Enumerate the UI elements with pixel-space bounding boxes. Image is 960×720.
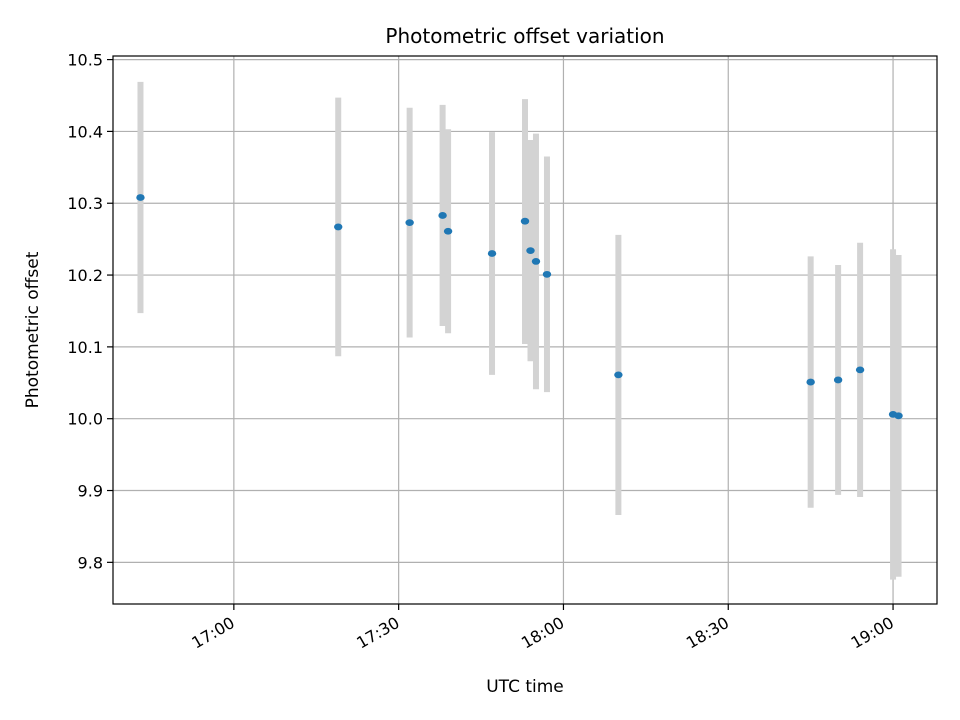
x-tick-label: 18:30 xyxy=(683,613,732,653)
data-point xyxy=(520,217,530,225)
data-point xyxy=(136,194,145,201)
y-tick-label: 10.0 xyxy=(67,410,103,429)
y-tick-label: 10.1 xyxy=(67,338,103,357)
x-axis-label: UTC time xyxy=(486,677,564,697)
chart-title: Photometric offset variation xyxy=(385,24,664,48)
data-point xyxy=(531,258,541,265)
data-point xyxy=(438,212,447,219)
data-point xyxy=(487,250,497,257)
y-tick-label: 10.3 xyxy=(67,194,103,213)
data-points xyxy=(136,194,903,420)
data-point xyxy=(526,247,535,255)
x-tick-label: 17:00 xyxy=(188,613,237,653)
x-tick-label: 17:30 xyxy=(353,613,402,653)
y-axis-ticks: 9.8 9.9 10.0 10.1 10.2 10.3 10.4 10.5 xyxy=(67,51,113,572)
y-tick-label: 10.4 xyxy=(67,122,103,141)
data-point xyxy=(614,371,623,379)
plot-frame xyxy=(112,55,938,605)
y-tick-label: 10.5 xyxy=(67,51,103,70)
data-point xyxy=(833,376,843,384)
data-point xyxy=(334,223,343,231)
data-point xyxy=(894,412,903,420)
y-tick-label: 9.9 xyxy=(78,482,103,501)
data-point xyxy=(542,270,552,278)
error-bars xyxy=(137,81,902,580)
x-tick-label: 19:00 xyxy=(848,613,897,653)
data-point xyxy=(443,227,453,235)
y-tick-label: 10.2 xyxy=(67,266,103,285)
data-point xyxy=(405,219,414,227)
data-point xyxy=(806,378,815,386)
x-tick-label: 18:00 xyxy=(518,613,567,653)
y-tick-label: 9.8 xyxy=(78,553,103,572)
data-point xyxy=(855,366,865,374)
x-axis-ticks: 17:00 17:30 18:00 18:30 19:00 xyxy=(188,604,897,653)
y-axis-label: Photometric offset xyxy=(23,251,43,408)
